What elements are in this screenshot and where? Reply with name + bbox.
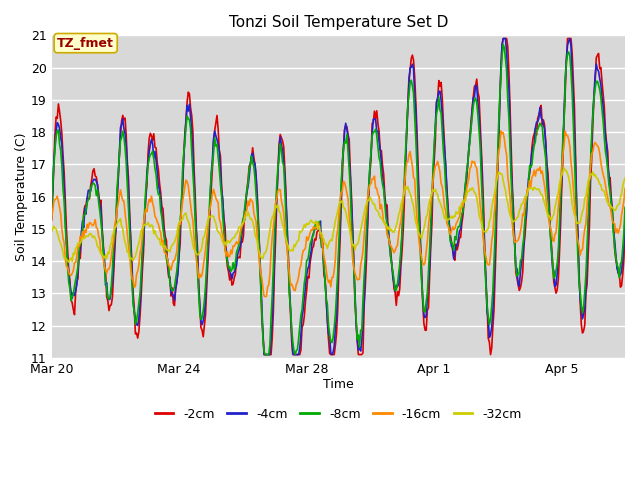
-16cm — [47, 217, 55, 223]
-16cm — [359, 248, 367, 254]
-32cm — [621, 175, 629, 181]
-16cm — [321, 259, 329, 264]
-2cm — [359, 350, 367, 356]
-2cm — [321, 276, 329, 282]
-4cm — [610, 228, 618, 233]
-32cm — [519, 201, 527, 207]
-2cm — [499, 36, 507, 41]
-16cm — [324, 279, 332, 285]
-8cm — [47, 208, 55, 214]
-2cm — [324, 336, 332, 342]
-8cm — [621, 204, 629, 210]
-2cm — [621, 229, 629, 235]
-4cm — [390, 280, 398, 286]
Title: Tonzi Soil Temperature Set D: Tonzi Soil Temperature Set D — [228, 15, 448, 30]
-32cm — [359, 216, 367, 222]
-2cm — [390, 286, 398, 291]
-32cm — [610, 206, 618, 212]
-8cm — [321, 279, 329, 285]
-4cm — [260, 352, 268, 358]
Line: -2cm: -2cm — [51, 38, 625, 355]
X-axis label: Time: Time — [323, 378, 354, 391]
-4cm — [359, 318, 367, 324]
Line: -32cm: -32cm — [51, 168, 625, 262]
-8cm — [390, 276, 398, 282]
-2cm — [520, 243, 528, 249]
-4cm — [324, 331, 332, 337]
-32cm — [560, 165, 568, 171]
-16cm — [621, 186, 629, 192]
-2cm — [260, 352, 268, 358]
-16cm — [261, 294, 269, 300]
-4cm — [47, 215, 55, 221]
-32cm — [47, 228, 55, 234]
-16cm — [520, 213, 528, 218]
-4cm — [499, 36, 507, 41]
-32cm — [390, 229, 398, 235]
-2cm — [47, 217, 55, 223]
-32cm — [65, 259, 72, 265]
-8cm — [610, 231, 618, 237]
-4cm — [520, 242, 528, 248]
-32cm — [321, 241, 329, 247]
-2cm — [610, 225, 618, 231]
-8cm — [324, 322, 332, 328]
Line: -16cm: -16cm — [51, 131, 625, 297]
-4cm — [621, 217, 629, 223]
-8cm — [520, 234, 528, 240]
-4cm — [321, 276, 329, 282]
Y-axis label: Soil Temperature (C): Soil Temperature (C) — [15, 132, 28, 261]
-8cm — [261, 352, 269, 358]
-8cm — [359, 297, 367, 303]
-8cm — [499, 42, 507, 48]
Line: -4cm: -4cm — [51, 38, 625, 355]
Text: TZ_fmet: TZ_fmet — [57, 36, 114, 49]
-16cm — [497, 128, 505, 134]
Line: -8cm: -8cm — [51, 45, 625, 355]
-16cm — [390, 250, 398, 255]
-32cm — [324, 241, 332, 247]
Legend: -2cm, -4cm, -8cm, -16cm, -32cm: -2cm, -4cm, -8cm, -16cm, -32cm — [150, 403, 527, 426]
-16cm — [610, 220, 618, 226]
